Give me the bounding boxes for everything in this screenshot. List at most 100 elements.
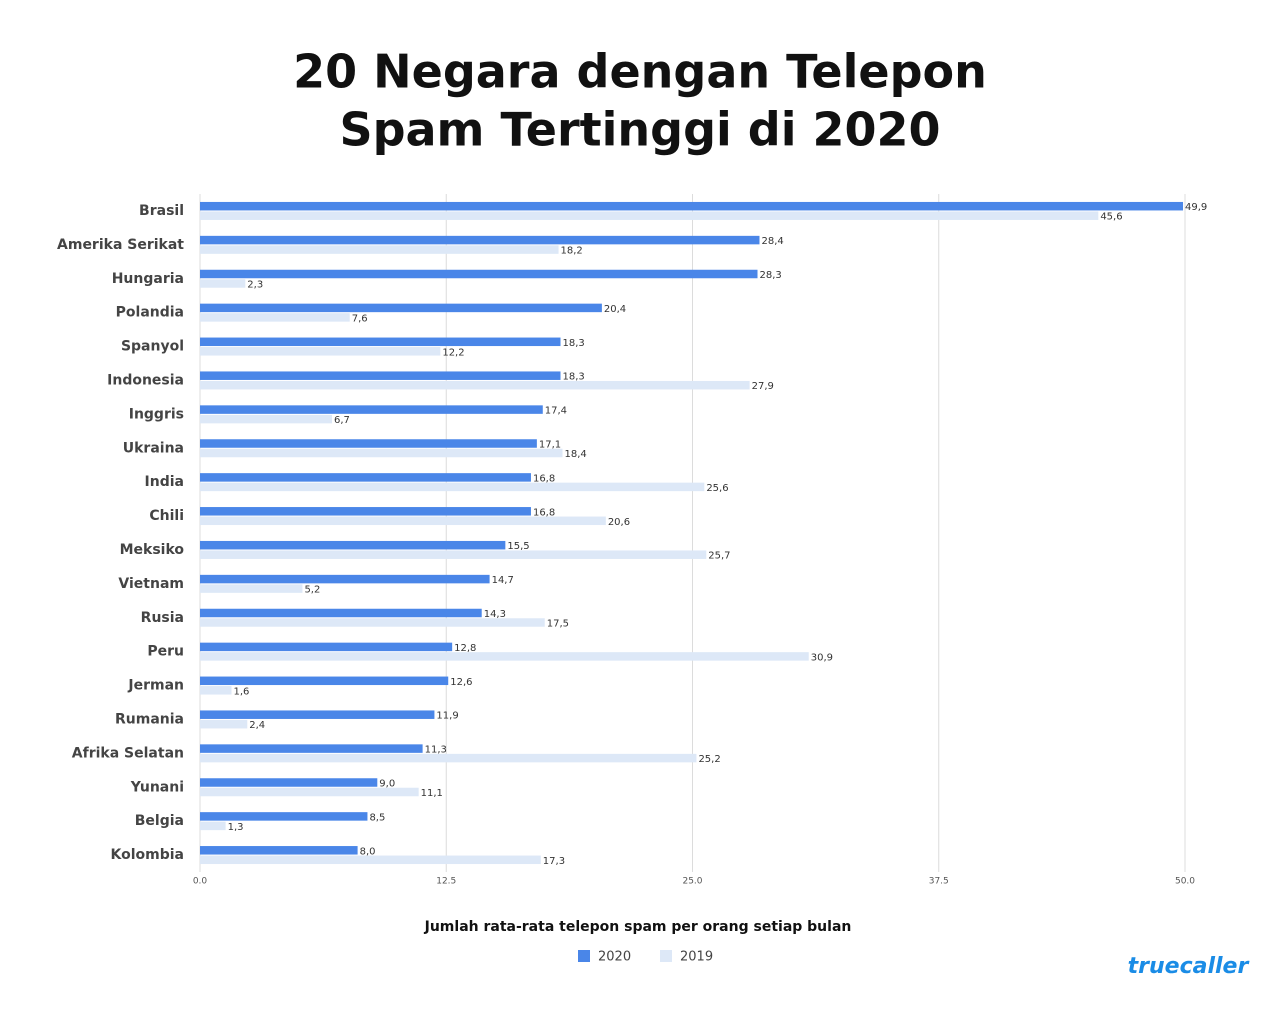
bar (200, 855, 541, 865)
bar (200, 608, 482, 618)
x-axis-label: Jumlah rata-rata telepon spam per orang … (424, 919, 852, 935)
value-label: 17,5 (547, 619, 569, 630)
value-label: 30,9 (811, 652, 833, 663)
value-label: 9,0 (379, 779, 395, 790)
value-label: 8,0 (360, 846, 376, 857)
y-tick-label: Indonesia (107, 372, 184, 388)
bar (200, 211, 1099, 220)
bar (200, 235, 760, 245)
value-label: 28,4 (761, 236, 783, 247)
bar (200, 686, 232, 695)
value-label: 16,8 (533, 473, 555, 484)
x-tick-label: 25.0 (682, 877, 702, 887)
legend-marker (660, 950, 672, 962)
y-tick-label: Brasil (139, 203, 184, 219)
y-tick-label: Meksiko (120, 542, 185, 558)
value-label: 16,8 (533, 507, 555, 518)
value-label: 28,3 (760, 270, 782, 281)
value-label: 25,6 (706, 483, 728, 494)
bar (200, 337, 561, 347)
y-tick-label: Chili (149, 508, 184, 524)
y-tick-label: Spanyol (121, 339, 184, 355)
legend-marker (578, 950, 590, 962)
bar (200, 507, 531, 516)
value-label: 20,4 (604, 304, 626, 315)
x-tick-label: 12.5 (436, 877, 456, 887)
bar (200, 719, 248, 729)
bar (200, 584, 303, 593)
value-label: 17,1 (539, 440, 561, 451)
value-label: 2,4 (249, 720, 265, 731)
bar (200, 371, 561, 380)
bar (200, 787, 419, 797)
value-label: 18,4 (564, 449, 586, 460)
bar (200, 201, 1184, 211)
bar (200, 540, 506, 550)
value-label: 14,7 (492, 575, 514, 586)
bar (200, 269, 758, 279)
y-tick-label: Belgia (135, 813, 184, 829)
bar (200, 642, 453, 652)
bar (200, 380, 750, 390)
value-label: 5,2 (304, 585, 320, 596)
value-label: 11,3 (425, 745, 447, 756)
bar (200, 812, 368, 821)
bar (200, 778, 378, 787)
legend-label: 2020 (598, 950, 631, 965)
y-tick-label: Inggris (129, 406, 184, 422)
x-tick-label: 50.0 (1175, 877, 1195, 887)
value-label: 18,3 (563, 338, 585, 349)
bar (200, 448, 563, 458)
bar (200, 279, 246, 288)
value-label: 11,9 (436, 711, 458, 722)
y-tick-label: Amerika Serikat (57, 237, 184, 253)
value-label: 8,5 (369, 812, 385, 823)
value-label: 7,6 (352, 313, 368, 324)
value-label: 45,6 (1100, 212, 1122, 223)
x-tick-label: 0.0 (193, 877, 208, 887)
bar (200, 347, 441, 356)
bar (200, 744, 423, 753)
value-label: 25,7 (708, 551, 730, 562)
value-label: 27,9 (752, 381, 774, 392)
value-label: 12,6 (450, 677, 472, 688)
bar (200, 652, 809, 661)
bar (200, 753, 697, 763)
y-tick-label: Kolombia (111, 847, 185, 863)
bar (200, 550, 707, 559)
bar (200, 482, 705, 492)
bar (200, 710, 435, 719)
value-label: 25,2 (698, 754, 720, 765)
y-tick-label: Peru (147, 644, 184, 660)
bar (200, 676, 449, 686)
bar (200, 303, 602, 313)
bar (200, 821, 226, 831)
value-label: 14,3 (484, 609, 506, 620)
value-label: 20,6 (608, 517, 630, 528)
y-tick-label: Rusia (141, 610, 184, 626)
value-label: 12,8 (454, 643, 476, 654)
bar (200, 473, 531, 482)
value-label: 2,3 (247, 280, 263, 291)
bar (200, 245, 559, 254)
value-label: 1,6 (234, 686, 250, 697)
x-tick-label: 37.5 (929, 877, 949, 887)
legend-label: 2019 (680, 950, 713, 965)
bar (200, 618, 545, 627)
y-tick-label: Ukraina (123, 440, 184, 456)
value-label: 12,2 (442, 347, 464, 358)
bar (200, 405, 543, 414)
value-label: 17,3 (543, 856, 565, 867)
y-tick-label: Hungaria (112, 271, 184, 287)
bar (200, 516, 606, 526)
y-tick-label: Polandia (116, 305, 184, 321)
value-label: 49,9 (1185, 202, 1207, 213)
y-tick-label: Afrika Selatan (72, 745, 184, 761)
bar (200, 313, 350, 322)
value-label: 18,2 (561, 246, 583, 257)
bar (200, 846, 358, 855)
chart-title: 20 Negara dengan Telepon (293, 45, 987, 99)
y-tick-label: Rumania (115, 711, 184, 727)
y-tick-label: Jerman (127, 678, 184, 694)
